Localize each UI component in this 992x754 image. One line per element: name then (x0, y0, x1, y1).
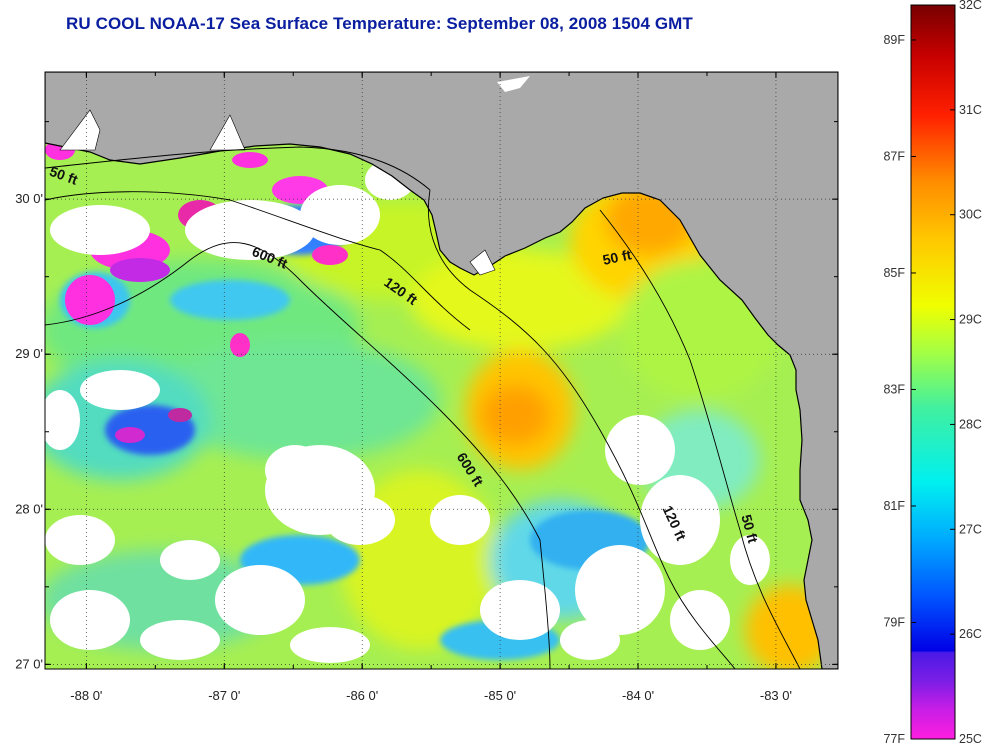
contour-label: 50 ft (601, 246, 633, 268)
colorbar-f-label: 79F (883, 615, 905, 629)
lon-tick-label: -86 0' (346, 688, 378, 703)
contour-120ft (427, 189, 736, 669)
lon-tick-label: -85 0' (484, 688, 516, 703)
colorbar-c-label: 27C (959, 522, 982, 536)
colorbar-c-label: 25C (959, 732, 982, 746)
lat-tick-label: 27 0' (15, 656, 43, 671)
lon-tick-label: -88 0' (70, 688, 102, 703)
colorbar-c-label: 30C (959, 208, 982, 222)
colorbar-c-label: 29C (959, 313, 982, 327)
lat-tick-label: 30 0' (15, 191, 43, 206)
inland-lake (497, 76, 530, 92)
contour-120ft-west (45, 191, 471, 331)
lat-tick-label: 28 0' (15, 501, 43, 516)
colorbar-gradient (910, 4, 956, 740)
lon-tick-label: -83 0' (760, 688, 792, 703)
map-title: RU COOL NOAA-17 Sea Surface Temperature:… (66, 14, 693, 33)
colorbar: 32C 31C 30C 29C 28C 27C 26C 25C 89F 87F 85F 83F 81F 7… (883, 0, 981, 746)
colorbar-f-label: 81F (883, 499, 905, 513)
contour-label: 50 ft (738, 513, 761, 545)
colorbar-f-label: 89F (883, 33, 905, 47)
colorbar-f-label: 87F (883, 149, 905, 163)
colorbar-c-label: 31C (959, 103, 982, 117)
colorbar-f-label: 83F (883, 382, 905, 396)
contour-50ft-east (599, 209, 801, 669)
colorbar-c-label: 32C (959, 0, 982, 12)
lat-tick-label: 29 0' (15, 346, 43, 361)
colorbar-f-label: 85F (883, 266, 905, 280)
bathymetry-contours (45, 146, 801, 669)
lon-tick-label: -84 0' (622, 688, 654, 703)
colorbar-c-label: 28C (959, 417, 982, 431)
lat-lon-grid (45, 72, 838, 669)
cloud-mask (45, 160, 770, 663)
contour-50ft-west (45, 146, 431, 191)
cold-pixel-clusters (45, 140, 370, 443)
colorbar-f-label: 77F (883, 732, 905, 746)
coastline-land (45, 72, 838, 669)
contour-600ft (45, 242, 551, 669)
axis-labels: -88 0' -87 0' -86 0' -85 0' -84 0' -83 0' 27 0… (15, 191, 792, 703)
colorbar-c-label: 26C (959, 627, 982, 641)
axis-ticks (45, 72, 838, 669)
colorbar-labels: 32C 31C 30C 29C 28C 27C 26C 25C 89F 87F 85F 83F 81F 7… (883, 0, 981, 746)
map-frame (44, 71, 839, 670)
colorbar-ticks (911, 4, 955, 740)
lon-tick-label: -87 0' (208, 688, 240, 703)
